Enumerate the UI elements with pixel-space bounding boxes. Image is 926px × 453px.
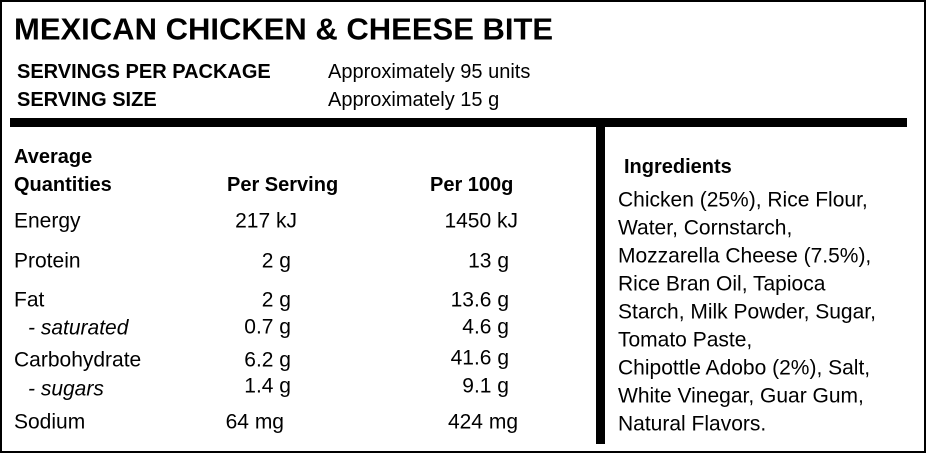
per-serving: 1.4 g [244, 374, 291, 398]
per-100g: 41.6 g [450, 346, 509, 370]
serving-size-label: SERVING SIZE [17, 89, 157, 111]
servings-label: SERVINGS PER PACKAGE [17, 61, 271, 83]
per-100g: 424 mg [447, 410, 518, 434]
divider [10, 118, 907, 127]
row-name: Protein [14, 249, 81, 273]
row-name: - sugars [28, 377, 104, 401]
ingredients-heading: Ingredients [624, 156, 732, 178]
ingredients-line: Natural Flavors. [618, 412, 767, 436]
per-serving: 0.7 g [244, 315, 291, 339]
per-serving: 64 mg [225, 410, 284, 434]
per-serving: 6.2 g [244, 348, 291, 372]
per-100g: 1450 kJ [444, 209, 518, 233]
row-name: Sodium [14, 410, 86, 434]
row-name: Fat [14, 288, 45, 312]
per-100g: 9.1 g [462, 374, 509, 398]
header-label: Quantities [14, 174, 112, 196]
per-100g: 13.6 g [450, 288, 509, 312]
ingredients-line: White Vinegar, Guar Gum, [618, 384, 864, 408]
per-100g: 13 g [468, 249, 509, 273]
servings-value: Approximately 95 units [328, 61, 531, 83]
per-serving: 217 kJ [235, 209, 297, 233]
header-per-100g: Per 100g [430, 174, 514, 196]
per-serving: 2 g [261, 288, 291, 312]
per-serving: 2 g [261, 249, 291, 273]
header-per-serving: Per Serving [227, 174, 339, 196]
title: MEXICAN CHICKEN & CHEESE BITE [14, 11, 554, 47]
row-name: Energy [14, 209, 81, 233]
ingredients-line: Water, Cornstarch, [618, 216, 793, 240]
row-name: Carbohydrate [14, 348, 142, 372]
per-100g: 4.6 g [462, 315, 509, 339]
column-divider [596, 118, 605, 444]
ingredients-line: Chicken (25%), Rice Flour, [618, 188, 868, 212]
ingredients-line: Tomato Paste, [618, 328, 753, 352]
ingredients-line: Starch, Milk Powder, Sugar, [618, 300, 876, 324]
row-name: - saturated [28, 316, 129, 340]
ingredients-line: Mozzarella Cheese (7.5%), [618, 244, 872, 268]
ingredients-line: Chipottle Adobo (2%), Salt, [618, 356, 871, 380]
serving-size-value: Approximately 15 g [328, 89, 500, 111]
ingredients-line: Rice Bran Oil, Tapioca [618, 272, 826, 296]
header-label: Average [14, 146, 93, 168]
